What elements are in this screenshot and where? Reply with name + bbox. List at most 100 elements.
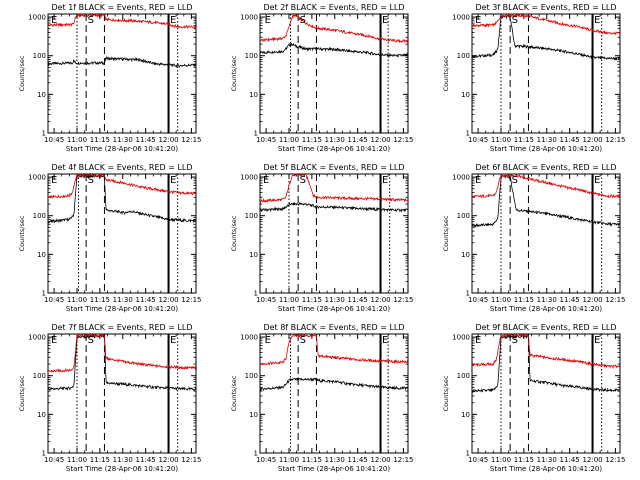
- series-lld-line: [472, 14, 620, 36]
- y-axis-label: Counts/sec: [230, 375, 238, 411]
- series-events-line: [260, 42, 408, 58]
- x-tick-label: 11:45: [560, 456, 580, 464]
- y-axis-label: Counts/sec: [442, 215, 450, 251]
- plot-frame: [259, 13, 409, 134]
- panel-det-4f: Det 4f BLACK = Events, RED = LLD 1 10 100 10…: [18, 163, 202, 313]
- x-axis-label: Start Time (28-Apr-06 10:41:20): [278, 305, 390, 313]
- y-tick-label: 100: [457, 212, 470, 220]
- y-tick-label: 1: [254, 130, 258, 138]
- marker-label-e: E: [51, 175, 57, 186]
- data-layer: [48, 334, 196, 453]
- series-events-line: [472, 174, 620, 228]
- y-tick-label: 1000: [240, 334, 258, 342]
- data-layer: [260, 174, 408, 293]
- panel-title: Det 3f BLACK = Events, RED = LLD: [475, 3, 616, 12]
- x-tick-label: 11:45: [348, 456, 368, 464]
- y-axis-label: Counts/sec: [230, 215, 238, 251]
- y-tick-label: 100: [245, 52, 258, 60]
- y-tick-label: 1: [466, 450, 470, 458]
- x-axis-label: Start Time (28-Apr-06 10:41:20): [66, 145, 178, 153]
- plot-frame: [259, 173, 409, 294]
- x-tick-label: 12:15: [605, 136, 625, 144]
- x-tick-label: 12:00: [370, 296, 390, 304]
- plot-frame: [47, 173, 197, 294]
- data-layer: [48, 174, 196, 293]
- x-tick-label: 11:45: [348, 136, 368, 144]
- plot-frame: [259, 333, 409, 454]
- y-tick-label: 1000: [452, 174, 470, 182]
- x-axis-label: Start Time (28-Apr-06 10:41:20): [66, 465, 178, 473]
- marker-label-e: E: [170, 175, 176, 186]
- series-lld-line: [48, 174, 196, 199]
- x-tick-label: 12:15: [605, 456, 625, 464]
- series-lld-line: [48, 334, 196, 373]
- y-tick-label: 1: [42, 450, 46, 458]
- y-tick-label: 1000: [240, 14, 258, 22]
- marker-label-e: E: [265, 335, 271, 346]
- y-tick-label: 1: [466, 130, 470, 138]
- panel-det-1f: Det 1f BLACK = Events, RED = LLD 1 10 100 10…: [18, 3, 202, 153]
- plot-frame: [47, 13, 197, 134]
- y-tick-label: 10: [249, 91, 258, 99]
- y-axis-label: Counts/sec: [18, 375, 26, 411]
- x-tick-label: 11:00: [67, 296, 87, 304]
- x-tick-label: 12:00: [582, 136, 602, 144]
- marker-label-s: S: [300, 15, 306, 26]
- y-tick-label: 1000: [28, 334, 46, 342]
- x-tick-label: 12:00: [370, 136, 390, 144]
- series-events-line: [472, 334, 620, 394]
- y-tick-label: 1: [254, 450, 258, 458]
- x-tick-label: 12:00: [370, 456, 390, 464]
- panel-det-7f: Det 7f BLACK = Events, RED = LLD 1 10 100 10…: [18, 323, 202, 473]
- x-tick-label: 12:15: [605, 296, 625, 304]
- y-tick-label: 1: [42, 290, 46, 298]
- x-tick-label: 11:15: [514, 136, 534, 144]
- y-tick-label: 10: [249, 411, 258, 419]
- x-tick-label: 11:00: [491, 136, 511, 144]
- marker-label-s: S: [300, 335, 306, 346]
- y-tick-label: 1: [466, 290, 470, 298]
- panel-det-3f: Det 3f BLACK = Events, RED = LLD 1 10 100 10…: [442, 3, 626, 153]
- panel-title: Det 8f BLACK = Events, RED = LLD: [263, 323, 404, 332]
- x-tick-label: 11:45: [136, 136, 156, 144]
- x-tick-label: 12:00: [158, 456, 178, 464]
- series-events-line: [48, 174, 196, 224]
- marker-label-e: E: [475, 15, 481, 26]
- x-tick-label: 11:00: [67, 136, 87, 144]
- y-axis-label: Counts/sec: [442, 375, 450, 411]
- x-tick-label: 10:45: [44, 136, 64, 144]
- series-events-line: [260, 201, 408, 213]
- x-tick-label: 11:15: [90, 136, 110, 144]
- y-axis-label: Counts/sec: [18, 215, 26, 251]
- y-tick-label: 100: [457, 52, 470, 60]
- panel-det-9f: Det 9f BLACK = Events, RED = LLD 1 10 100 10…: [442, 323, 626, 473]
- x-axis-label: Start Time (28-Apr-06 10:41:20): [490, 305, 602, 313]
- x-tick-label: 10:45: [256, 136, 276, 144]
- x-tick-label: 12:00: [158, 136, 178, 144]
- marker-label-s: S: [300, 175, 306, 186]
- panel-title: Det 2f BLACK = Events, RED = LLD: [263, 3, 404, 12]
- marker-label-e: E: [263, 175, 269, 186]
- series-events-line: [48, 334, 196, 392]
- x-axis-label: Start Time (28-Apr-06 10:41:20): [278, 465, 390, 473]
- data-layer: [472, 14, 620, 133]
- series-events-line: [472, 14, 620, 61]
- y-tick-label: 100: [245, 372, 258, 380]
- marker-label-e: E: [170, 335, 176, 346]
- marker-label-s: S: [512, 15, 518, 26]
- y-tick-label: 10: [37, 91, 46, 99]
- y-tick-label: 100: [33, 372, 46, 380]
- x-tick-label: 10:45: [468, 296, 488, 304]
- y-tick-label: 10: [249, 251, 258, 259]
- panel-det-5f: Det 5f BLACK = Events, RED = LLD 1 10 100 10…: [230, 163, 414, 313]
- marker-label-s: S: [512, 175, 518, 186]
- x-axis-label: Start Time (28-Apr-06 10:41:20): [490, 465, 602, 473]
- x-tick-label: 12:00: [582, 456, 602, 464]
- data-layer: [48, 14, 196, 133]
- x-tick-label: 11:30: [325, 456, 345, 464]
- y-axis-label: Counts/sec: [442, 55, 450, 91]
- y-tick-label: 1000: [28, 14, 46, 22]
- y-tick-label: 10: [461, 91, 470, 99]
- y-tick-label: 1000: [452, 334, 470, 342]
- data-layer: [260, 14, 408, 133]
